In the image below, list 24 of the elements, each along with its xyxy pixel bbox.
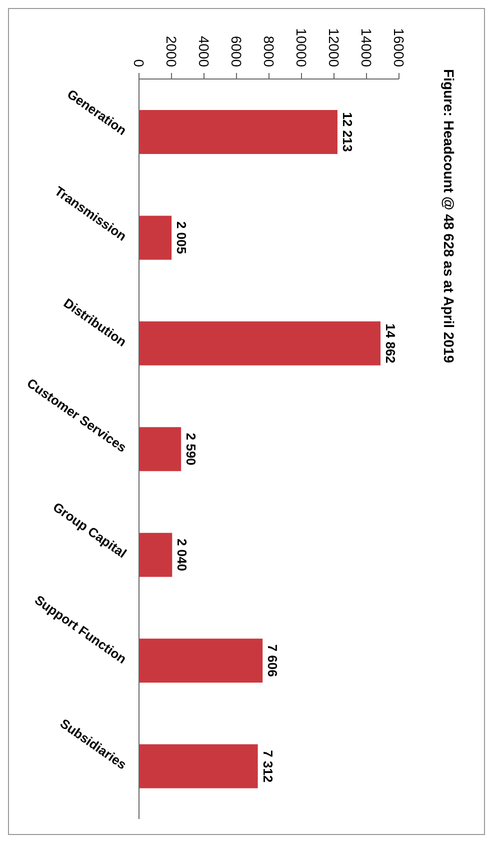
data-label: 7 606 xyxy=(265,644,280,677)
data-label: 7 312 xyxy=(260,750,276,783)
bar xyxy=(139,427,182,472)
bar xyxy=(139,321,381,366)
bar xyxy=(139,216,172,260)
x-tick-label: 2000 xyxy=(164,36,180,68)
text: Figure: Headcount @ 48 628 as at April 2019 xyxy=(441,69,457,364)
x-tick-label: 14000 xyxy=(358,28,374,68)
data-label: 2 005 xyxy=(174,221,190,254)
data-label: 2 040 xyxy=(174,538,190,572)
bar xyxy=(139,744,258,788)
data-label: 2 590 xyxy=(184,432,199,466)
x-tick-label: 0 xyxy=(131,59,147,68)
bar xyxy=(139,110,338,154)
bar xyxy=(139,532,172,577)
data-label: 14 862 xyxy=(383,324,398,364)
x-tick-label: 4000 xyxy=(196,36,212,68)
data-label: 12 213 xyxy=(340,112,355,152)
x-tick-label: 6000 xyxy=(228,36,244,68)
x-tick-label: 12000 xyxy=(326,28,342,68)
bar xyxy=(139,638,263,683)
x-tick-label: 16000 xyxy=(391,28,407,68)
x-tick-label: 10000 xyxy=(294,28,310,68)
x-tick-label: 8000 xyxy=(261,36,277,68)
